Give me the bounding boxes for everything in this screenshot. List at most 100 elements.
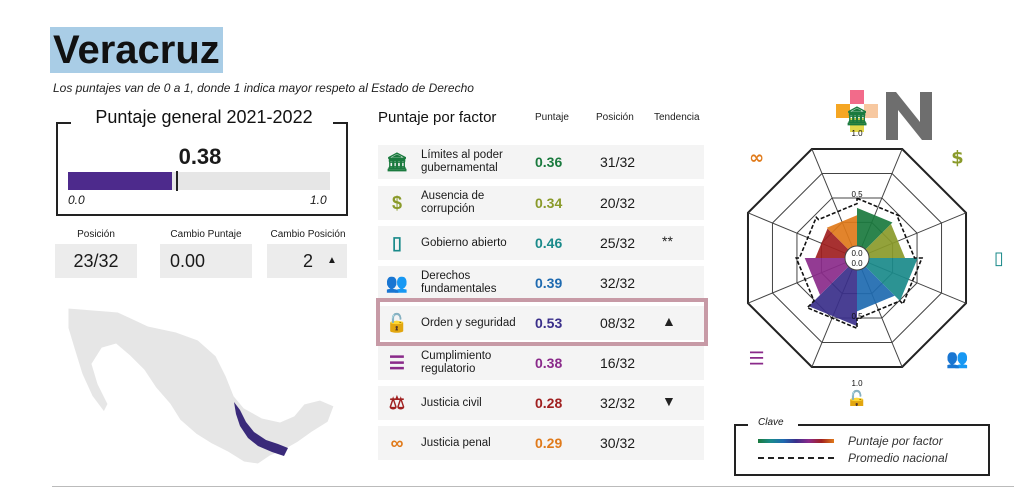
change-position-value: 2 [303, 251, 314, 271]
factor-row: $ Ausencia de corrupción 0.34 20/32 [378, 186, 704, 220]
factor-position: 08/32 [600, 315, 636, 331]
factor-name: Cumplimiento regulatorio [421, 350, 492, 375]
mexico-map [58, 304, 378, 474]
radar-segment [815, 228, 849, 258]
factor-row: 🔓 Orden y seguridad 0.53 08/32 ▲ [378, 306, 704, 340]
general-score-panel [56, 122, 348, 216]
factor-name: Derechos fundamentales [421, 270, 497, 295]
radar-segment [826, 215, 857, 250]
radar-chart: 1.00.50.00.00.51.0🏛$▯👥🔓☰⚖∞ [707, 96, 1024, 411]
position-value: 23/32 [55, 244, 137, 278]
factor-position: 25/32 [600, 235, 636, 251]
position-label: Posición [77, 229, 115, 240]
government-building-icon: 🏛 [846, 106, 869, 127]
key-title: Clave [756, 417, 786, 428]
open-door-icon: ▯ [994, 248, 1004, 269]
factor-position: 20/32 [600, 195, 636, 211]
factor-trend: ▼ [662, 393, 676, 409]
people-icon: 👥 [385, 272, 409, 293]
open-door-icon: ▯ [392, 232, 402, 253]
up-triangle-icon: ▲ [327, 255, 337, 266]
factor-row: 🏛 Límites al poder gubernamental 0.36 31/32 [378, 145, 704, 179]
radar-average-line [795, 197, 924, 330]
change-score-value: 0.00 [160, 244, 252, 278]
col-header-score: Puntaje [535, 112, 569, 123]
factor-score: 0.53 [535, 315, 563, 331]
factor-score: 0.34 [535, 195, 563, 211]
factor-name: Límites al poder gubernamental [421, 149, 503, 174]
factor-row: ∞ Justicia penal 0.29 30/32 [378, 426, 704, 460]
key-series-label: Puntaje por factor [848, 434, 943, 448]
factor-name: Orden y seguridad [421, 316, 516, 329]
radar-ring-label: 1.0 [851, 129, 863, 138]
radar-segment [865, 258, 918, 301]
radar-segment [857, 266, 895, 312]
factor-position: 31/32 [600, 154, 636, 170]
handcuffs-icon: ∞ [390, 432, 404, 453]
government-building-icon: 🏛 [385, 151, 409, 172]
radar-ring-label: 1.0 [851, 379, 863, 388]
factor-name: Gobierno abierto [421, 236, 507, 249]
factor-row: ☰ Cumplimiento regulatorio 0.38 16/32 [378, 346, 704, 380]
key-average-label: Promedio nacional [848, 451, 948, 465]
factor-trend: ** [662, 233, 673, 249]
factor-trend: ▲ [662, 313, 676, 329]
radar-segment [865, 224, 906, 258]
factor-row: ▯ Gobierno abierto 0.46 25/32 ** [378, 226, 704, 260]
factor-name: Ausencia de corrupción [421, 190, 485, 215]
veracruz-region [234, 402, 288, 456]
bottom-divider [52, 486, 1014, 487]
factor-position: 30/32 [600, 435, 636, 451]
padlock-icon: 🔓 [846, 389, 868, 406]
factor-score: 0.38 [535, 355, 563, 371]
factor-position: 16/32 [600, 355, 636, 371]
factor-name: Justicia penal [421, 436, 491, 449]
general-score-marker [175, 171, 178, 191]
radar-ring-label: 0.5 [851, 312, 863, 321]
key-panel [734, 424, 990, 476]
general-score-min: 0.0 [68, 193, 85, 207]
factor-score: 0.46 [535, 235, 563, 251]
people-icon: 👥 [946, 348, 968, 369]
factor-row: ⚖ Justicia civil 0.28 32/32 ▼ [378, 386, 704, 420]
radar-ring-label: 0.0 [851, 259, 863, 268]
factor-score: 0.36 [535, 154, 563, 170]
subtitle: Los puntajes van de 0 a 1, donde 1 indic… [53, 81, 474, 95]
general-score-title: Puntaje general 2021-2022 [80, 107, 328, 128]
general-score-bar [68, 171, 330, 191]
scales-icon: ⚖ [388, 392, 406, 413]
factor-position: 32/32 [600, 395, 636, 411]
checklist-icon: ☰ [388, 352, 406, 373]
change-score-label: Cambio Puntaje [170, 229, 242, 240]
factor-section-title: Puntaje por factor [378, 109, 497, 126]
col-header-position: Posición [596, 112, 634, 123]
factor-position: 32/32 [600, 275, 636, 291]
padlock-icon: 🔓 [385, 312, 409, 333]
factor-row: 👥 Derechos fundamentales 0.39 32/32 [378, 266, 704, 300]
factor-score: 0.39 [535, 275, 563, 291]
radar-segment [808, 266, 857, 327]
mexico-silhouette [67, 307, 335, 465]
change-position-label: Cambio Posición [270, 229, 346, 240]
factor-name: Justicia civil [421, 396, 482, 409]
general-score-max: 1.0 [310, 193, 327, 207]
handcuffs-icon: ∞ [749, 148, 764, 169]
general-score-value: 0.38 [178, 144, 222, 169]
checklist-icon: ☰ [749, 348, 765, 369]
factor-score: 0.28 [535, 395, 563, 411]
radar-ring-label: 0.0 [851, 249, 863, 258]
col-header-trend: Tendencia [654, 112, 700, 123]
factor-score: 0.29 [535, 435, 563, 451]
money-bag-icon: $ [951, 148, 964, 169]
brand-logo [834, 90, 938, 142]
money-bag-icon: $ [391, 192, 402, 213]
general-score-bar-fill [68, 172, 172, 190]
change-position-box: 2 ▲ [267, 244, 347, 278]
key-series-swatch [758, 439, 834, 443]
radar-ring-label: 0.5 [851, 190, 863, 199]
key-average-swatch [758, 457, 834, 459]
highlight-box [376, 298, 708, 346]
radar-center [844, 245, 870, 271]
radar-segment [857, 207, 893, 250]
radar-segment [804, 258, 849, 295]
